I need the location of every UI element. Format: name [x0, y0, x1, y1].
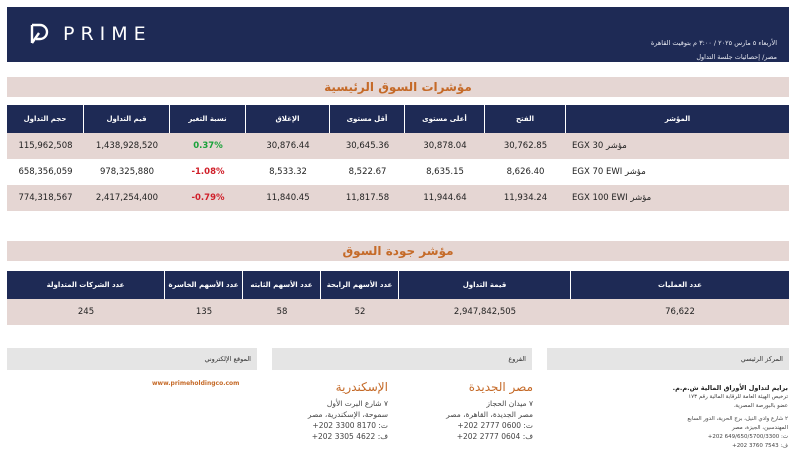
col-unchanged: عدد الأسهم الثابته	[243, 271, 321, 299]
close-cell: 11,840.45	[246, 185, 330, 211]
value-cell: 2,417,254,400	[84, 185, 170, 211]
open-cell: 30,762.85	[485, 133, 566, 159]
website-label: الموقع الإلكتروني	[7, 348, 257, 370]
change-cell: -0.79%	[170, 185, 246, 211]
branches-label: الفروع	[272, 348, 532, 370]
branch-alexandria-address: ٧ شارع البرت الأول سموحة، الإسكندرية، مص…	[308, 398, 388, 442]
license-line: ترخيص الهيئة العامة للرقابة المالية رقم …	[688, 394, 788, 400]
col-volume: حجم التداول	[7, 105, 84, 133]
website-link[interactable]: www.primeholdingco.com	[152, 380, 240, 387]
company-name: برايم لتداول الأوراق المالية ش.م.م.	[672, 384, 788, 392]
indices-header-row: حجم التداول قيم التداول نسبة التغير الإغ…	[7, 105, 789, 133]
address-line: ٢ شارع وادي النيل، برج الحرية، الدور الس…	[687, 416, 788, 422]
open-cell: 11,934.24	[485, 185, 566, 211]
open-cell: 8,626.40	[506, 167, 545, 177]
col-losers: عدد الأسهم الخاسرة	[165, 271, 243, 299]
trade-value-cell: 2,947,842,505	[399, 299, 571, 325]
col-open: الفتح	[485, 105, 566, 133]
col-change: نسبة التغير	[170, 105, 246, 133]
address-line: سموحة، الإسكندرية، مصر	[307, 410, 388, 419]
report-subtitle: مصر/ إحصائيات جلسة التداول	[696, 53, 777, 61]
low-cell: 8,522.67	[348, 167, 387, 177]
value-cell: 1,438,928,520	[84, 133, 170, 159]
fax-line: ف: 0604 2777 202+	[456, 432, 533, 441]
fax-line: ف: 7543 3760 202+	[732, 443, 788, 449]
prime-logo-icon	[30, 23, 49, 44]
phone-line: ت: 649/650/5700/3300 202+	[707, 434, 788, 440]
quality-table: عدد الشركات المتداولة عدد الأسهم الخاسرة…	[7, 271, 789, 325]
value-cell: 978,325,880	[99, 167, 155, 177]
col-gainers: عدد الأسهم الرابحة	[321, 271, 399, 299]
col-transactions: عدد العمليات	[571, 271, 789, 299]
col-close: الإغلاق	[246, 105, 330, 133]
col-traded-companies: عدد الشركات المتداولة	[7, 271, 165, 299]
table-row: 774,318,567 2,417,254,400 -0.79% 11,840.…	[7, 185, 789, 211]
table-row: 658,356,059 978,325,880 -1.08% 8,533.32 …	[7, 159, 789, 185]
high-cell: 30,878.04	[405, 133, 485, 159]
change-cell: 0.37%	[170, 133, 246, 159]
table-row: 245 135 58 52 2,947,842,505 76,622	[7, 299, 789, 325]
phone-line: ت: 0600 2777 202+	[457, 421, 533, 430]
col-index: المؤشر	[566, 105, 789, 133]
col-high: أعلى مستوى	[405, 105, 485, 133]
branch-heliopolis-address: ٧ ميدان الحجاز مصر الجديدة، القاهرة، مصر…	[446, 398, 533, 442]
brand-logo: PRIME	[29, 23, 152, 45]
address-line: ٧ ميدان الحجاز	[486, 399, 533, 408]
branch-alexandria-city: الإسكندرية	[335, 380, 388, 394]
col-value: قيم التداول	[84, 105, 170, 133]
indices-table: حجم التداول قيم التداول نسبة التغير الإغ…	[7, 105, 789, 211]
table-row: 115,962,508 1,438,928,520 0.37% 30,876.4…	[7, 133, 789, 159]
index-name-cell: مؤشر EGX 100 EWI	[566, 185, 789, 211]
unchanged-cell: 58	[243, 299, 321, 325]
index-name-cell: مؤشر EGX 70 EWI	[572, 167, 646, 177]
phone-line: ت: 8170 3300 202+	[312, 421, 388, 430]
quality-header-row: عدد الشركات المتداولة عدد الأسهم الخاسرة…	[7, 271, 789, 299]
index-name-cell: مؤشر EGX 30	[566, 133, 789, 159]
volume-cell: 774,318,567	[7, 185, 84, 211]
losers-cell: 135	[165, 299, 243, 325]
quality-section-title: مؤشر جودة السوق	[7, 241, 789, 261]
page-header: PRIME الأربعاء ٥ مارس ٢٠٢٥ / ٣:٠٠ م بتوق…	[7, 7, 789, 62]
high-cell: 11,944.64	[405, 185, 485, 211]
brand-name: PRIME	[63, 23, 152, 45]
low-cell: 30,645.36	[330, 133, 405, 159]
low-cell: 11,817.58	[330, 185, 405, 211]
close-cell: 30,876.44	[246, 133, 330, 159]
address-line: ٧ شارع البرت الأول	[326, 399, 388, 408]
branch-heliopolis-city: مصر الجديدة	[468, 380, 533, 394]
fax-line: ف: 4622 3305 202+	[311, 432, 388, 441]
high-cell: 8,635.15	[426, 167, 464, 177]
address-line: مصر الجديدة، القاهرة، مصر	[446, 410, 533, 419]
change-cell: -1.08%	[191, 167, 225, 177]
volume-cell: 115,962,508	[7, 133, 84, 159]
gainers-cell: 52	[321, 299, 399, 325]
transactions-cell: 76,622	[571, 299, 789, 325]
hq-address: برايم لتداول الأوراق المالية ش.م.م. ترخي…	[673, 384, 788, 451]
volume-cell: 658,356,059	[18, 167, 73, 177]
address-line: المهندسين، الجيزة، مصر	[731, 425, 788, 431]
hq-label: المركز الرئيسي	[547, 348, 789, 370]
indices-section-title: مؤشرات السوق الرئيسية	[7, 77, 789, 97]
col-low: أقل مستوى	[330, 105, 405, 133]
traded-companies-cell: 245	[7, 299, 165, 325]
membership-line: عضو بالبورصة المصرية.	[733, 403, 788, 409]
session-date: الأربعاء ٥ مارس ٢٠٢٥ / ٣:٠٠ م بتوقيت الق…	[650, 39, 777, 47]
close-cell: 8,533.32	[269, 167, 307, 177]
col-trade-value: قيمة التداول	[399, 271, 571, 299]
